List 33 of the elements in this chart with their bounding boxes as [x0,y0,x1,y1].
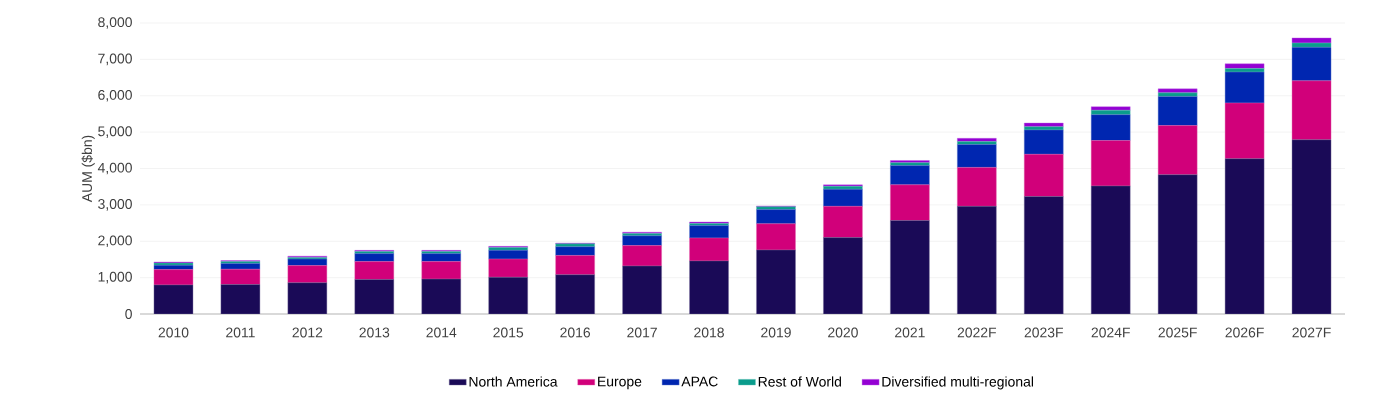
y-tick-label: 6,000 [98,89,132,102]
x-tick-label: 2022F [957,327,997,338]
legend-label: North America [469,376,558,387]
legend-label: Diversified multi-regional [882,376,1034,390]
x-tick-label: 2027F [1292,327,1331,338]
x-tick-label: 2019 [761,327,791,338]
x-tick-label: 2016 [560,327,591,338]
y-tick-label: 4,000 [97,162,132,175]
x-tick-label: 2026F [1225,327,1264,338]
x-tick-label: 2021 [895,327,925,338]
y-tick-label: 2,000 [98,235,132,248]
y-tick-label: 8,000 [98,17,132,29]
x-tick-label: 2011 [226,327,255,338]
y-tick-label: 7,000 [98,53,132,66]
y-axis-title: AUM ($bn) [81,135,95,203]
x-tick-label: 2025F [1158,327,1197,338]
x-tick-label: 2013 [359,327,390,338]
legend-label: Europe [598,376,642,390]
x-tick-label: 2018 [694,327,724,338]
y-tick-label: 0 [125,309,132,319]
x-tick-label: 2015 [493,327,524,338]
y-tick-label: 5,000 [98,126,132,138]
x-tick-label: 2012 [292,327,323,338]
x-tick-label: 2014 [426,327,457,338]
x-tick-label: 2020 [828,327,858,338]
y-tick-label: 3,000 [98,199,132,211]
legend-label: Rest of World [758,376,841,387]
x-tick-label: 2010 [158,327,189,338]
x-tick-label: 2024F [1091,327,1130,338]
x-tick-label: 2017 [627,327,657,338]
y-tick-label: 1,000 [98,271,132,284]
x-tick-label: 2023F [1024,327,1063,338]
legend-label: APAC [681,376,718,387]
